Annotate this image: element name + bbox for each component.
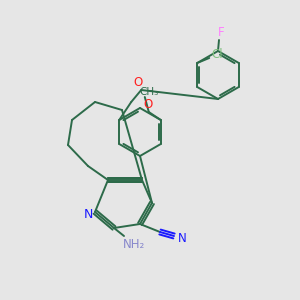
Text: CH₃: CH₃ [139,87,158,97]
Text: NH₂: NH₂ [123,238,145,250]
Text: O: O [143,98,152,112]
Text: Cl: Cl [212,49,223,62]
Text: N: N [178,232,186,244]
Text: F: F [218,26,224,40]
Text: O: O [134,76,143,89]
Text: N: N [83,208,93,220]
